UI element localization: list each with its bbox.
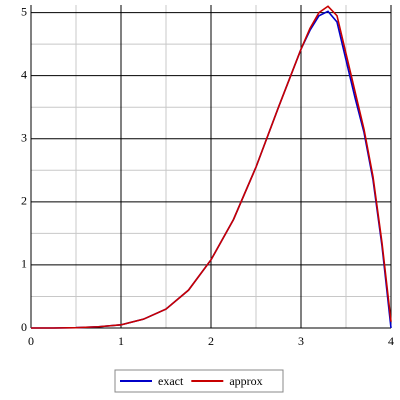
y-tick-label: 0: [21, 320, 27, 334]
legend-label: approx: [229, 374, 262, 388]
legend-label: exact: [158, 374, 184, 388]
x-tick-label: 0: [28, 334, 34, 348]
x-tick-label: 4: [388, 334, 394, 348]
x-tick-label: 3: [298, 334, 304, 348]
x-tick-label: 1: [118, 334, 124, 348]
y-tick-label: 5: [21, 4, 27, 18]
y-tick-label: 3: [21, 130, 27, 144]
y-tick-label: 4: [21, 67, 27, 81]
x-tick-label: 2: [208, 334, 214, 348]
y-tick-label: 2: [21, 194, 27, 208]
y-tick-label: 1: [21, 257, 27, 271]
series-line: [31, 5, 392, 329]
